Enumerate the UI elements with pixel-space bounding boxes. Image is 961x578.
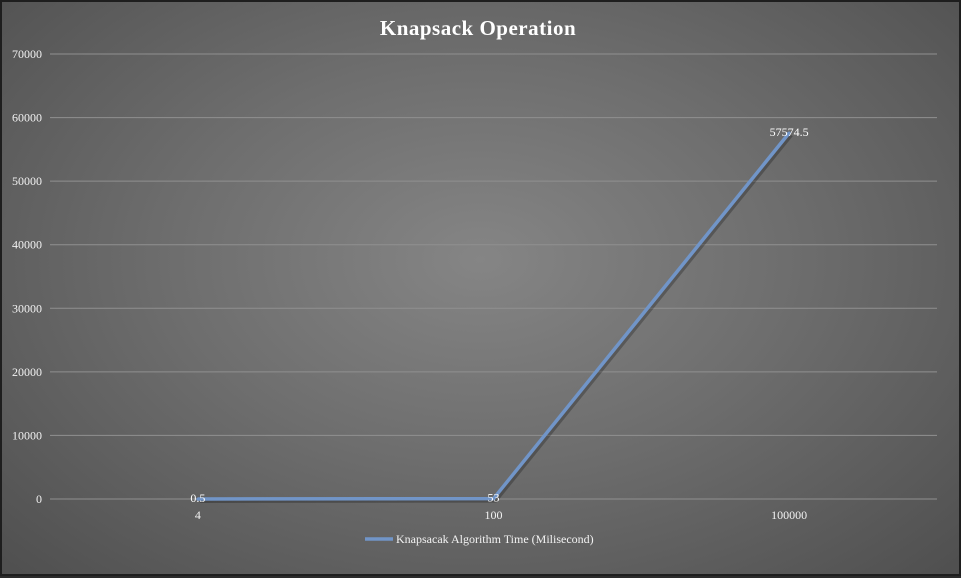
y-tick-label: 10000 (12, 428, 42, 442)
series-line-shadow (199, 133, 793, 503)
chart-title: Knapsack Operation (380, 16, 576, 40)
data-point (787, 131, 791, 135)
x-tick-label: 100000 (771, 508, 807, 522)
legend-label: Knapsacak Algorithm Time (Milisecond) (396, 532, 594, 546)
data-labels: 0.5 53 57574.5 (190, 125, 808, 505)
data-point (492, 497, 495, 501)
x-axis-ticks: 4 100 100000 (195, 508, 807, 522)
series-layer (196, 131, 793, 503)
y-tick-label: 30000 (12, 301, 42, 315)
legend: Knapsacak Algorithm Time (Milisecond) (365, 532, 594, 546)
data-label: 0.5 (190, 491, 205, 505)
x-tick-label: 4 (195, 508, 201, 522)
y-tick-label: 50000 (12, 174, 42, 188)
gridlines (50, 53, 937, 500)
data-label: 57574.5 (770, 125, 809, 139)
y-tick-label: 70000 (12, 47, 42, 61)
y-axis-ticks: 0 10000 20000 30000 40000 50000 60000 70000 (12, 47, 42, 506)
x-tick-label: 100 (485, 508, 503, 522)
y-tick-label: 60000 (12, 111, 42, 125)
data-point (196, 497, 200, 501)
series-line (197, 131, 791, 501)
y-tick-label: 0 (36, 492, 42, 506)
data-label: 53 (488, 491, 500, 505)
y-tick-label: 20000 (12, 365, 42, 379)
y-tick-label: 40000 (12, 238, 42, 252)
